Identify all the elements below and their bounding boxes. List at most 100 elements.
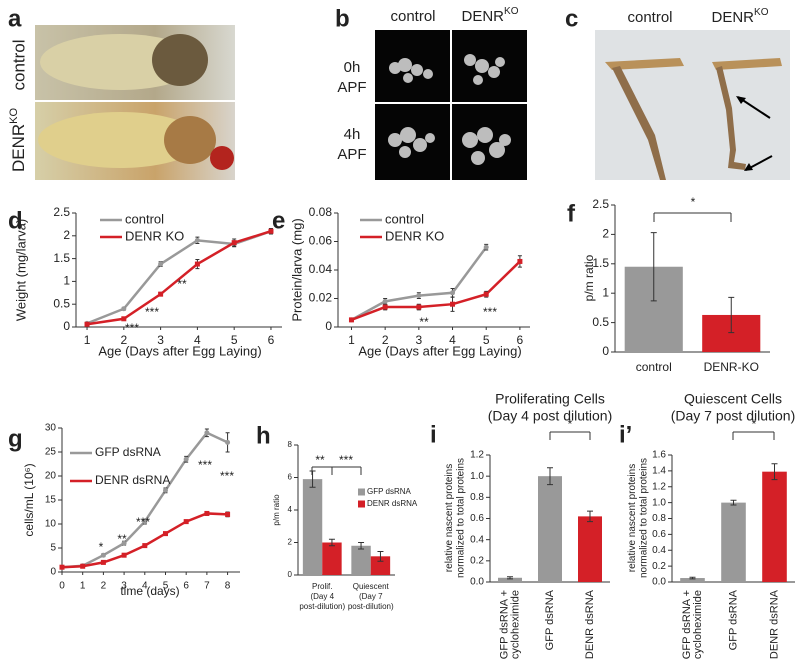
legend-label: DENR dsRNA (367, 499, 418, 508)
y-tick-label: 0.4 (470, 534, 484, 545)
chart-subtitle: (Day 7 post dilution) (671, 408, 796, 424)
data-point (382, 298, 388, 304)
error-bar (771, 463, 778, 481)
y-axis-label: p/m ratio (272, 494, 281, 526)
significance-label: *** (125, 321, 139, 335)
photo-a (35, 25, 235, 180)
chart-subtitle: (Day 4 post dilution) (488, 408, 613, 424)
row-label: 4h (344, 126, 361, 143)
data-point (194, 261, 200, 267)
x-tick-label: 2 (382, 333, 389, 347)
panel-label: a (8, 5, 22, 32)
row-label: DENRKO (8, 108, 29, 173)
photo-c (595, 30, 790, 180)
x-tick-label: 6 (517, 333, 524, 347)
data-point (194, 237, 200, 243)
x-tick-label: control (636, 360, 672, 374)
x-tick-label: GFP dsRNA (544, 589, 556, 650)
x-tick-label: cycloheximide (509, 590, 521, 659)
x-tick-label: 1 (84, 333, 91, 347)
y-tick-label: 1.5 (592, 256, 609, 270)
y-tick-label: 0.04 (309, 262, 333, 276)
series-line (351, 260, 521, 322)
column-label: DENRKO (462, 6, 519, 25)
error-bar (689, 576, 696, 580)
x-tick-label: DENR dsRNA (768, 589, 780, 659)
photo-b (375, 30, 527, 180)
data-point (121, 540, 127, 546)
x-tick-label: post-dilution) (348, 602, 394, 611)
significance-label: * (99, 540, 104, 554)
data-point (80, 563, 86, 569)
bar (302, 479, 323, 575)
y-axis-label: relative nascent proteins (444, 464, 455, 572)
y-axis-label: normalized to total proteins (638, 458, 649, 578)
y-tick-label: 0.2 (470, 555, 484, 566)
data-point (183, 456, 189, 462)
column-label: control (627, 9, 672, 26)
x-tick-label: 4 (449, 333, 456, 347)
significance-label: * (568, 417, 573, 431)
data-point (450, 290, 456, 296)
data-point (204, 430, 210, 436)
x-tick-label: Prolif. (312, 582, 332, 591)
bar (351, 545, 371, 575)
row-label: control (9, 39, 28, 90)
label-sup: KO (8, 108, 20, 124)
error-bar (358, 542, 365, 550)
y-tick-label: 1.5 (53, 251, 70, 265)
legend-label: GFP dsRNA (95, 445, 161, 459)
chart-title: Quiescent Cells (684, 391, 782, 407)
y-tick-label: 0.08 (309, 205, 333, 219)
row-label: APF (337, 146, 366, 163)
significance-label: *** (136, 515, 150, 529)
y-tick-label: 0.6 (470, 513, 484, 524)
significance-label: *** (339, 453, 353, 467)
data-point (225, 439, 231, 445)
data-point (268, 228, 274, 234)
y-tick-label: 0 (288, 570, 293, 579)
significance-label: *** (198, 458, 212, 472)
error-bar (728, 296, 735, 334)
y-tick-label: 1.4 (652, 466, 666, 477)
y-tick-label: 0 (602, 344, 609, 358)
significance-label: ** (177, 277, 187, 291)
x-tick-label: 3 (157, 333, 164, 347)
legend-label: control (125, 211, 164, 226)
y-tick-label: 1.2 (470, 450, 484, 461)
y-tick-label: 1 (602, 285, 609, 299)
panel-label: e (272, 207, 285, 234)
legend-label: DENR KO (385, 228, 444, 243)
y-tick-label: 2 (288, 538, 293, 547)
x-tick-label: 2 (120, 333, 127, 347)
legend-swatch (358, 500, 365, 508)
data-point (382, 304, 388, 310)
y-tick-label: 1.0 (470, 471, 484, 482)
x-axis-label: Age (Days after Egg Laying) (98, 343, 261, 358)
y-tick-label: 2.5 (53, 205, 70, 219)
data-point (483, 244, 489, 250)
legend-label: GFP dsRNA (367, 487, 412, 496)
panel-label: b (335, 5, 350, 32)
legend-swatch (358, 488, 365, 496)
y-axis-label: Weight (mg/larva) (13, 219, 28, 321)
y-axis-label: relative nascent proteins (627, 464, 638, 572)
row-label: APF (337, 79, 366, 96)
data-point (517, 258, 523, 264)
data-point (183, 519, 189, 525)
data-point (225, 511, 231, 517)
error-bar (547, 467, 553, 486)
y-tick-label: 10 (45, 519, 57, 530)
x-tick-label: post-dilution) (299, 602, 345, 611)
y-axis-label: normalized to total proteins (455, 458, 466, 578)
chart-title: Proliferating Cells (495, 391, 605, 407)
x-tick-label: 1 (348, 333, 355, 347)
y-tick-label: 0 (63, 319, 70, 333)
label-sup: KO (754, 7, 769, 18)
bar (370, 556, 391, 575)
data-point (483, 291, 489, 297)
panel-label: i’ (619, 421, 632, 448)
significance-label: ** (315, 453, 325, 467)
panel-label: g (8, 425, 23, 452)
data-point (348, 317, 354, 323)
